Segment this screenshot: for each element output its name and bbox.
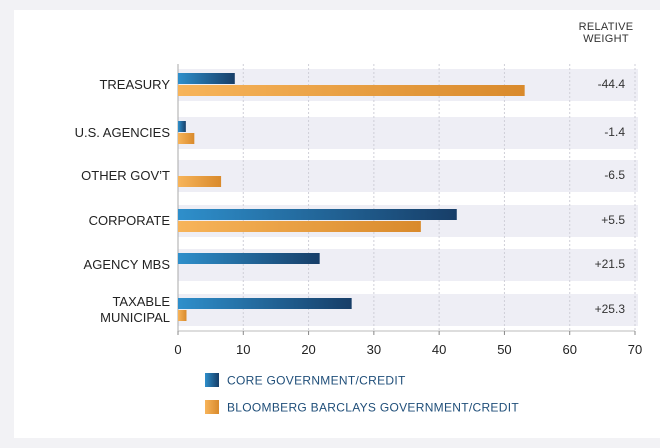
x-tick-label: 40: [432, 342, 446, 357]
bar-bloomberg-barclays-government-credit-other-gov-t: [178, 176, 222, 187]
relative-weight-value: -44.4: [598, 77, 626, 91]
bar-core-government-credit-taxable-municipal: [178, 298, 352, 309]
relative-weight-value: -1.4: [604, 125, 625, 139]
legend-swatch-core-government-credit: [205, 373, 219, 387]
bar-core-government-credit-agency-mbs: [178, 253, 320, 264]
bar-core-government-credit-corporate: [178, 209, 457, 220]
legend: CORE GOVERNMENT/CREDIT BLOOMBERG BARCLAYS…: [205, 373, 519, 415]
relative-weight-value: -6.5: [604, 168, 625, 182]
category-label: MUNICIPAL: [100, 310, 170, 325]
relative-weight-value: +21.5: [595, 257, 626, 271]
category-label: AGENCY MBS: [84, 257, 171, 272]
bar-bloomberg-barclays-government-credit-treasury: [178, 85, 525, 96]
row-background-u-s-agencies: [178, 117, 638, 149]
relative-weight-header: RELATIVE: [579, 21, 634, 33]
x-tick-label: 0: [174, 342, 181, 357]
category-label: TREASURY: [99, 77, 170, 92]
bar-core-government-credit-treasury: [178, 73, 235, 84]
category-label: TAXABLE: [112, 294, 170, 309]
category-labels: TREASURY U.S. AGENCIES OTHER GOV’T CORPORAT…: [75, 77, 171, 325]
bars: [178, 73, 525, 321]
bar-core-government-credit-u-s-agencies: [178, 121, 186, 132]
x-axis: 0 10 20 30 40 50 60 70: [174, 330, 642, 357]
grid-lines: [177, 64, 636, 331]
bar-bloomberg-barclays-government-credit-u-s-agencies: [178, 133, 195, 144]
relative-weight-value: +5.5: [601, 213, 625, 227]
relative-weight-value: +25.3: [595, 302, 626, 316]
row-background-other-gov-t: [178, 160, 638, 192]
relative-weight-header: WEIGHT: [583, 33, 629, 45]
x-tick-label: 30: [367, 342, 381, 357]
x-tick-label: 10: [236, 342, 250, 357]
x-tick-label: 70: [628, 342, 642, 357]
x-tick-label: 20: [301, 342, 315, 357]
bar-bloomberg-barclays-government-credit-taxable-municipal: [178, 310, 187, 321]
legend-swatch-bloomberg-barclays-government-credit: [205, 400, 219, 414]
category-label: CORPORATE: [89, 213, 171, 228]
legend-label: CORE GOVERNMENT/CREDIT: [227, 374, 406, 388]
bar-bloomberg-barclays-government-credit-corporate: [178, 221, 421, 232]
category-label: OTHER GOV’T: [81, 168, 170, 183]
x-tick-label: 60: [562, 342, 576, 357]
legend-label: BLOOMBERG BARCLAYS GOVERNMENT/CREDIT: [227, 401, 519, 415]
category-label: U.S. AGENCIES: [75, 125, 171, 140]
x-tick-label: 50: [497, 342, 511, 357]
